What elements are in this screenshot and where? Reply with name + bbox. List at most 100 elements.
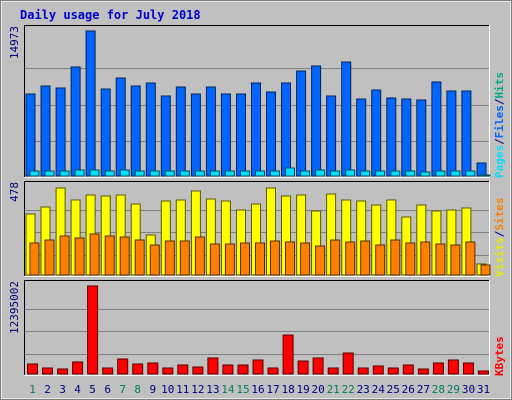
bar-kbytes-day-26	[402, 364, 414, 375]
bar-kbytes-day-10	[162, 367, 174, 375]
day-label-12: 12	[191, 383, 204, 396]
bar-sites-day-27	[420, 241, 431, 276]
bar-files-day-4	[74, 169, 85, 177]
legend-part-4: Hits	[493, 72, 506, 99]
bar-files-day-10	[164, 170, 175, 177]
bar-hits-day-22	[341, 61, 352, 177]
legend-part-2: Sites	[493, 198, 506, 231]
bar-hits-day-24	[371, 89, 382, 177]
bar-sites-day-9	[149, 244, 160, 276]
bar-sites-day-8	[134, 239, 145, 276]
bar-kbytes-day-11	[177, 364, 189, 375]
bar-sites-day-5	[89, 233, 100, 276]
day-label-16: 16	[251, 383, 264, 396]
bar-kbytes-day-7	[117, 358, 129, 375]
bar-hits-day-21	[326, 95, 337, 177]
day-labels: 1 2 3 4 5 6 7 8 9 10 11 12 13 14 15 16 17 18 19 20 21 22 23 24 2…	[29, 383, 490, 396]
bar-files-day-13	[209, 170, 220, 177]
legend-part-0: KBytes	[493, 336, 506, 376]
bar-files-day-3	[59, 170, 70, 177]
bar-kbytes-day-4	[72, 361, 84, 375]
bar-kbytes-day-14	[222, 364, 234, 375]
bar-kbytes-day-20	[312, 357, 324, 375]
bar-sites-day-7	[119, 236, 130, 276]
series-files	[29, 167, 491, 177]
bar-hits-day-6	[100, 88, 111, 177]
bar-files-day-14	[224, 170, 235, 177]
bar-sites-day-12	[194, 236, 205, 276]
bar-files-day-12	[194, 170, 205, 177]
bar-files-day-23	[360, 170, 371, 177]
bar-hits-day-3	[55, 87, 66, 177]
bar-sites-day-6	[104, 235, 115, 276]
bar-files-day-18	[285, 167, 295, 177]
bar-hits-day-18	[281, 82, 291, 177]
bar-sites-day-2	[44, 239, 55, 276]
day-label-1: 1	[29, 383, 36, 396]
day-label-22: 22	[342, 383, 355, 396]
bar-hits-day-14	[220, 93, 231, 177]
bar-hits-day-28	[431, 81, 442, 177]
bar-hits-day-12	[190, 93, 201, 177]
day-label-19: 19	[296, 383, 309, 396]
bar-files-day-6	[104, 170, 115, 177]
bar-kbytes-day-1	[27, 363, 38, 375]
bar-hits-day-16	[251, 82, 261, 177]
day-label-15: 15	[236, 383, 249, 396]
bar-kbytes-day-13	[207, 357, 219, 375]
y-max-label: 14973	[8, 26, 21, 59]
day-label-5: 5	[89, 383, 96, 396]
legend-part-2: Files	[493, 105, 506, 138]
day-label-26: 26	[402, 383, 415, 396]
bar-sites-day-28	[435, 243, 446, 276]
bar-hits-day-29	[446, 90, 457, 177]
bar-kbytes-day-24	[372, 365, 384, 375]
bar-kbytes-day-23	[357, 367, 369, 375]
y-max-label: 12395002	[8, 281, 21, 334]
bar-kbytes-day-8	[132, 363, 144, 375]
bar-kbytes-day-5	[87, 285, 99, 375]
bar-sites-day-1	[29, 242, 40, 276]
bar-sites-day-17	[270, 240, 280, 276]
bar-hits-day-1	[25, 93, 36, 177]
bar-sites-day-26	[405, 242, 416, 276]
series-kbytes	[27, 285, 489, 375]
bar-sites-day-21	[330, 239, 341, 276]
bar-kbytes-day-22	[342, 352, 354, 375]
day-label-10: 10	[161, 383, 174, 396]
day-label-27: 27	[417, 383, 430, 396]
bar-sites-day-30	[465, 241, 476, 276]
bar-kbytes-day-12	[192, 366, 204, 375]
bar-hits-day-20	[311, 65, 322, 177]
bar-kbytes-day-16	[252, 359, 264, 375]
bar-hits-day-11	[175, 86, 186, 177]
bar-hits-day-7	[115, 77, 126, 177]
bar-kbytes-day-2	[42, 367, 53, 375]
bar-sites-day-25	[390, 239, 401, 276]
bar-sites-day-29	[450, 244, 461, 276]
legend-part-0: Visits	[493, 237, 506, 277]
bar-files-day-16	[255, 170, 265, 177]
bar-sites-day-20	[315, 245, 326, 276]
bar-kbytes-day-29	[447, 359, 459, 375]
day-label-25: 25	[387, 383, 400, 396]
bar-hits-day-30	[461, 90, 472, 177]
bar-sites-day-3	[59, 235, 70, 276]
bar-hits-day-2	[40, 85, 51, 177]
bar-sites-day-22	[345, 241, 356, 276]
day-label-29: 29	[447, 383, 460, 396]
panel-legend: Visits/Sites	[493, 198, 506, 278]
legend-part-1: /	[493, 230, 506, 237]
bar-hits-day-25	[386, 97, 397, 177]
panel-visits-sites: 478 Visits/Sites	[8, 181, 506, 277]
bar-kbytes-day-18	[282, 334, 294, 375]
bar-kbytes-day-9	[147, 362, 159, 375]
bar-hits-day-5	[85, 30, 96, 177]
bar-files-day-22	[345, 169, 356, 177]
bar-files-day-21	[330, 170, 341, 177]
bar-files-day-8	[134, 170, 145, 177]
bar-hits-day-27	[416, 99, 427, 177]
bar-hits-day-4	[70, 66, 81, 177]
